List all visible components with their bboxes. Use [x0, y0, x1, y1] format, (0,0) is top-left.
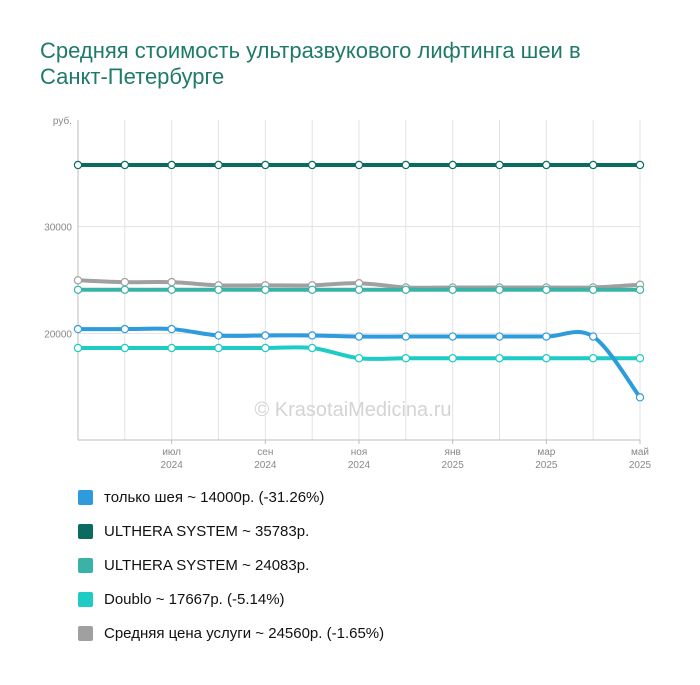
legend-swatch: [78, 592, 93, 607]
data-point: [401, 160, 411, 170]
data-point: [73, 160, 83, 170]
data-point: [354, 332, 364, 341]
data-point: [120, 343, 130, 353]
data-point: [73, 276, 83, 285]
x-tick-label-month: сен: [257, 447, 273, 458]
data-point: [635, 160, 645, 170]
data-point: [167, 343, 176, 353]
legend-item[interactable]: Средняя цена услуги ~ 24560р. (-1.65%): [78, 624, 598, 644]
x-tick-label-year: 2024: [161, 460, 184, 471]
data-point: [635, 354, 645, 363]
x-tick-label-year: 2025: [629, 460, 652, 471]
y-tick-label: 20000: [44, 329, 72, 340]
data-point: [495, 332, 504, 341]
chart-title: Средняя стоимость ультразвукового лифтин…: [40, 38, 581, 89]
data-point: [542, 354, 551, 363]
data-point: [542, 332, 551, 341]
data-point: [542, 285, 551, 294]
data-point: [167, 277, 176, 287]
data-point: [261, 285, 270, 294]
data-point: [635, 285, 645, 294]
legend-label: ULTHERA SYSTEM ~ 24083р.: [104, 557, 310, 574]
data-point: [448, 332, 457, 341]
data-point: [307, 285, 317, 294]
legend-swatch: [78, 558, 93, 573]
x-tick-label-year: 2024: [254, 460, 277, 471]
legend-item[interactable]: ULTHERA SYSTEM ~ 24083р.: [78, 556, 598, 576]
data-point: [73, 324, 83, 334]
x-tick-label-month: мар: [537, 447, 555, 458]
data-point: [307, 160, 317, 170]
y-unit-label: руб.: [53, 115, 72, 127]
data-point: [73, 285, 83, 294]
legend-swatch: [78, 490, 93, 505]
data-point: [120, 160, 130, 170]
x-tick-label-year: 2025: [442, 460, 465, 471]
data-point: [307, 343, 317, 353]
data-point: [354, 160, 364, 170]
x-tick-label-month: май: [631, 447, 649, 458]
data-point: [120, 324, 130, 334]
data-point: [448, 354, 457, 363]
data-point: [214, 343, 223, 353]
x-tick-label-year: 2024: [348, 460, 371, 471]
data-point: [214, 160, 223, 170]
data-point: [354, 285, 364, 294]
legend-item[interactable]: Doublo ~ 17667р. (-5.14%): [78, 590, 598, 610]
legend-label: только шея ~ 14000р. (-31.26%): [104, 489, 325, 506]
watermark: © KrasotaiMedicina.ru: [254, 399, 451, 421]
legend-label: Doublo ~ 17667р. (-5.14%): [104, 591, 285, 608]
data-point: [495, 160, 504, 170]
data-point: [261, 331, 270, 340]
data-point: [401, 285, 411, 294]
data-point: [167, 324, 176, 334]
legend-item[interactable]: только шея ~ 14000р. (-31.26%): [78, 488, 598, 508]
data-point: [354, 354, 364, 363]
data-point: [167, 285, 176, 294]
data-point: [495, 285, 504, 294]
legend-label: ULTHERA SYSTEM ~ 35783р.: [104, 523, 310, 540]
data-point: [261, 343, 270, 353]
data-point: [635, 393, 645, 402]
data-point: [73, 343, 83, 353]
legend-label: Средняя цена услуги ~ 24560р. (-1.65%): [104, 625, 385, 642]
data-point: [495, 354, 504, 363]
data-point: [261, 160, 270, 170]
data-point: [588, 354, 598, 363]
x-tick-label-month: ноя: [351, 447, 368, 458]
data-point: [588, 160, 598, 170]
data-point: [401, 332, 411, 341]
x-tick-label-month: июл: [162, 447, 181, 458]
data-point: [448, 160, 457, 170]
data-point: [307, 331, 317, 340]
data-point: [167, 160, 176, 170]
data-point: [588, 285, 598, 294]
y-tick-label: 30000: [44, 223, 72, 234]
data-point: [214, 331, 223, 340]
legend-item[interactable]: ULTHERA SYSTEM ~ 35783р.: [78, 522, 598, 542]
data-point: [542, 160, 551, 170]
x-tick-label-month: янв: [445, 447, 461, 458]
legend-swatch: [78, 626, 93, 641]
data-point: [120, 285, 130, 294]
data-point: [588, 332, 598, 341]
data-point: [214, 285, 223, 294]
data-point: [448, 285, 457, 294]
x-tick-label-year: 2025: [535, 460, 558, 471]
legend-swatch: [78, 524, 93, 539]
data-point: [120, 277, 130, 287]
data-point: [401, 354, 411, 363]
